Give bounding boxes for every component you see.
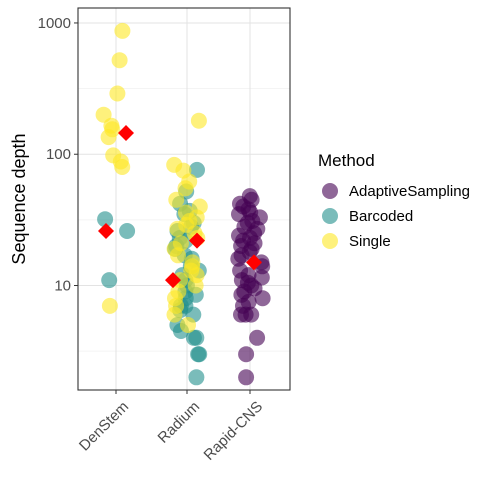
y-tick-label: 10 (54, 278, 71, 295)
data-point (188, 329, 205, 346)
data-point (254, 290, 271, 307)
data-point (169, 220, 186, 237)
legend-key (322, 183, 338, 199)
data-point (190, 346, 207, 363)
data-point (180, 317, 196, 333)
y-tick-label: 100 (46, 146, 71, 163)
data-point (187, 277, 204, 294)
legend-title: Method (318, 151, 375, 170)
legend-label: AdaptiveSampling (349, 183, 470, 200)
data-point (233, 306, 249, 323)
data-point (97, 211, 114, 228)
data-points (95, 22, 271, 386)
legend-label: Barcoded (349, 208, 413, 225)
data-point (190, 112, 207, 129)
panel-border (77, 7, 291, 391)
mean-marker (246, 254, 262, 271)
data-point (114, 22, 131, 39)
data-point (189, 161, 205, 178)
data-point (114, 159, 131, 175)
data-point (101, 272, 118, 289)
data-point (238, 369, 255, 386)
mean-marker (118, 125, 134, 142)
data-point (111, 52, 128, 69)
mean-marker (165, 272, 181, 289)
mean-marker (98, 223, 114, 240)
y-tick-label: 1000 (38, 15, 71, 32)
data-point (119, 223, 136, 239)
data-point (230, 250, 247, 267)
y-axis: 10 100 1000 (38, 15, 78, 295)
data-point (100, 129, 117, 146)
mean-marker (189, 232, 205, 249)
legend-label: Single (349, 233, 391, 250)
mean-markers (98, 125, 262, 289)
x-tick-label: DenStem (76, 398, 132, 454)
data-point (249, 329, 266, 346)
data-point (170, 247, 186, 264)
x-tick-label: Radium (155, 398, 204, 447)
data-point (109, 85, 126, 102)
x-tick-label: Rapid-CNS (201, 398, 267, 464)
data-point (168, 191, 185, 208)
legend: Method AdaptiveSampling Barcoded Single (318, 151, 470, 250)
data-point (166, 306, 183, 323)
data-point (188, 369, 205, 386)
legend-key (322, 208, 338, 224)
data-point (177, 180, 194, 197)
y-axis-title: Sequence depth (9, 133, 29, 264)
data-point (238, 346, 255, 363)
data-point (101, 297, 118, 314)
legend-key (322, 233, 338, 249)
